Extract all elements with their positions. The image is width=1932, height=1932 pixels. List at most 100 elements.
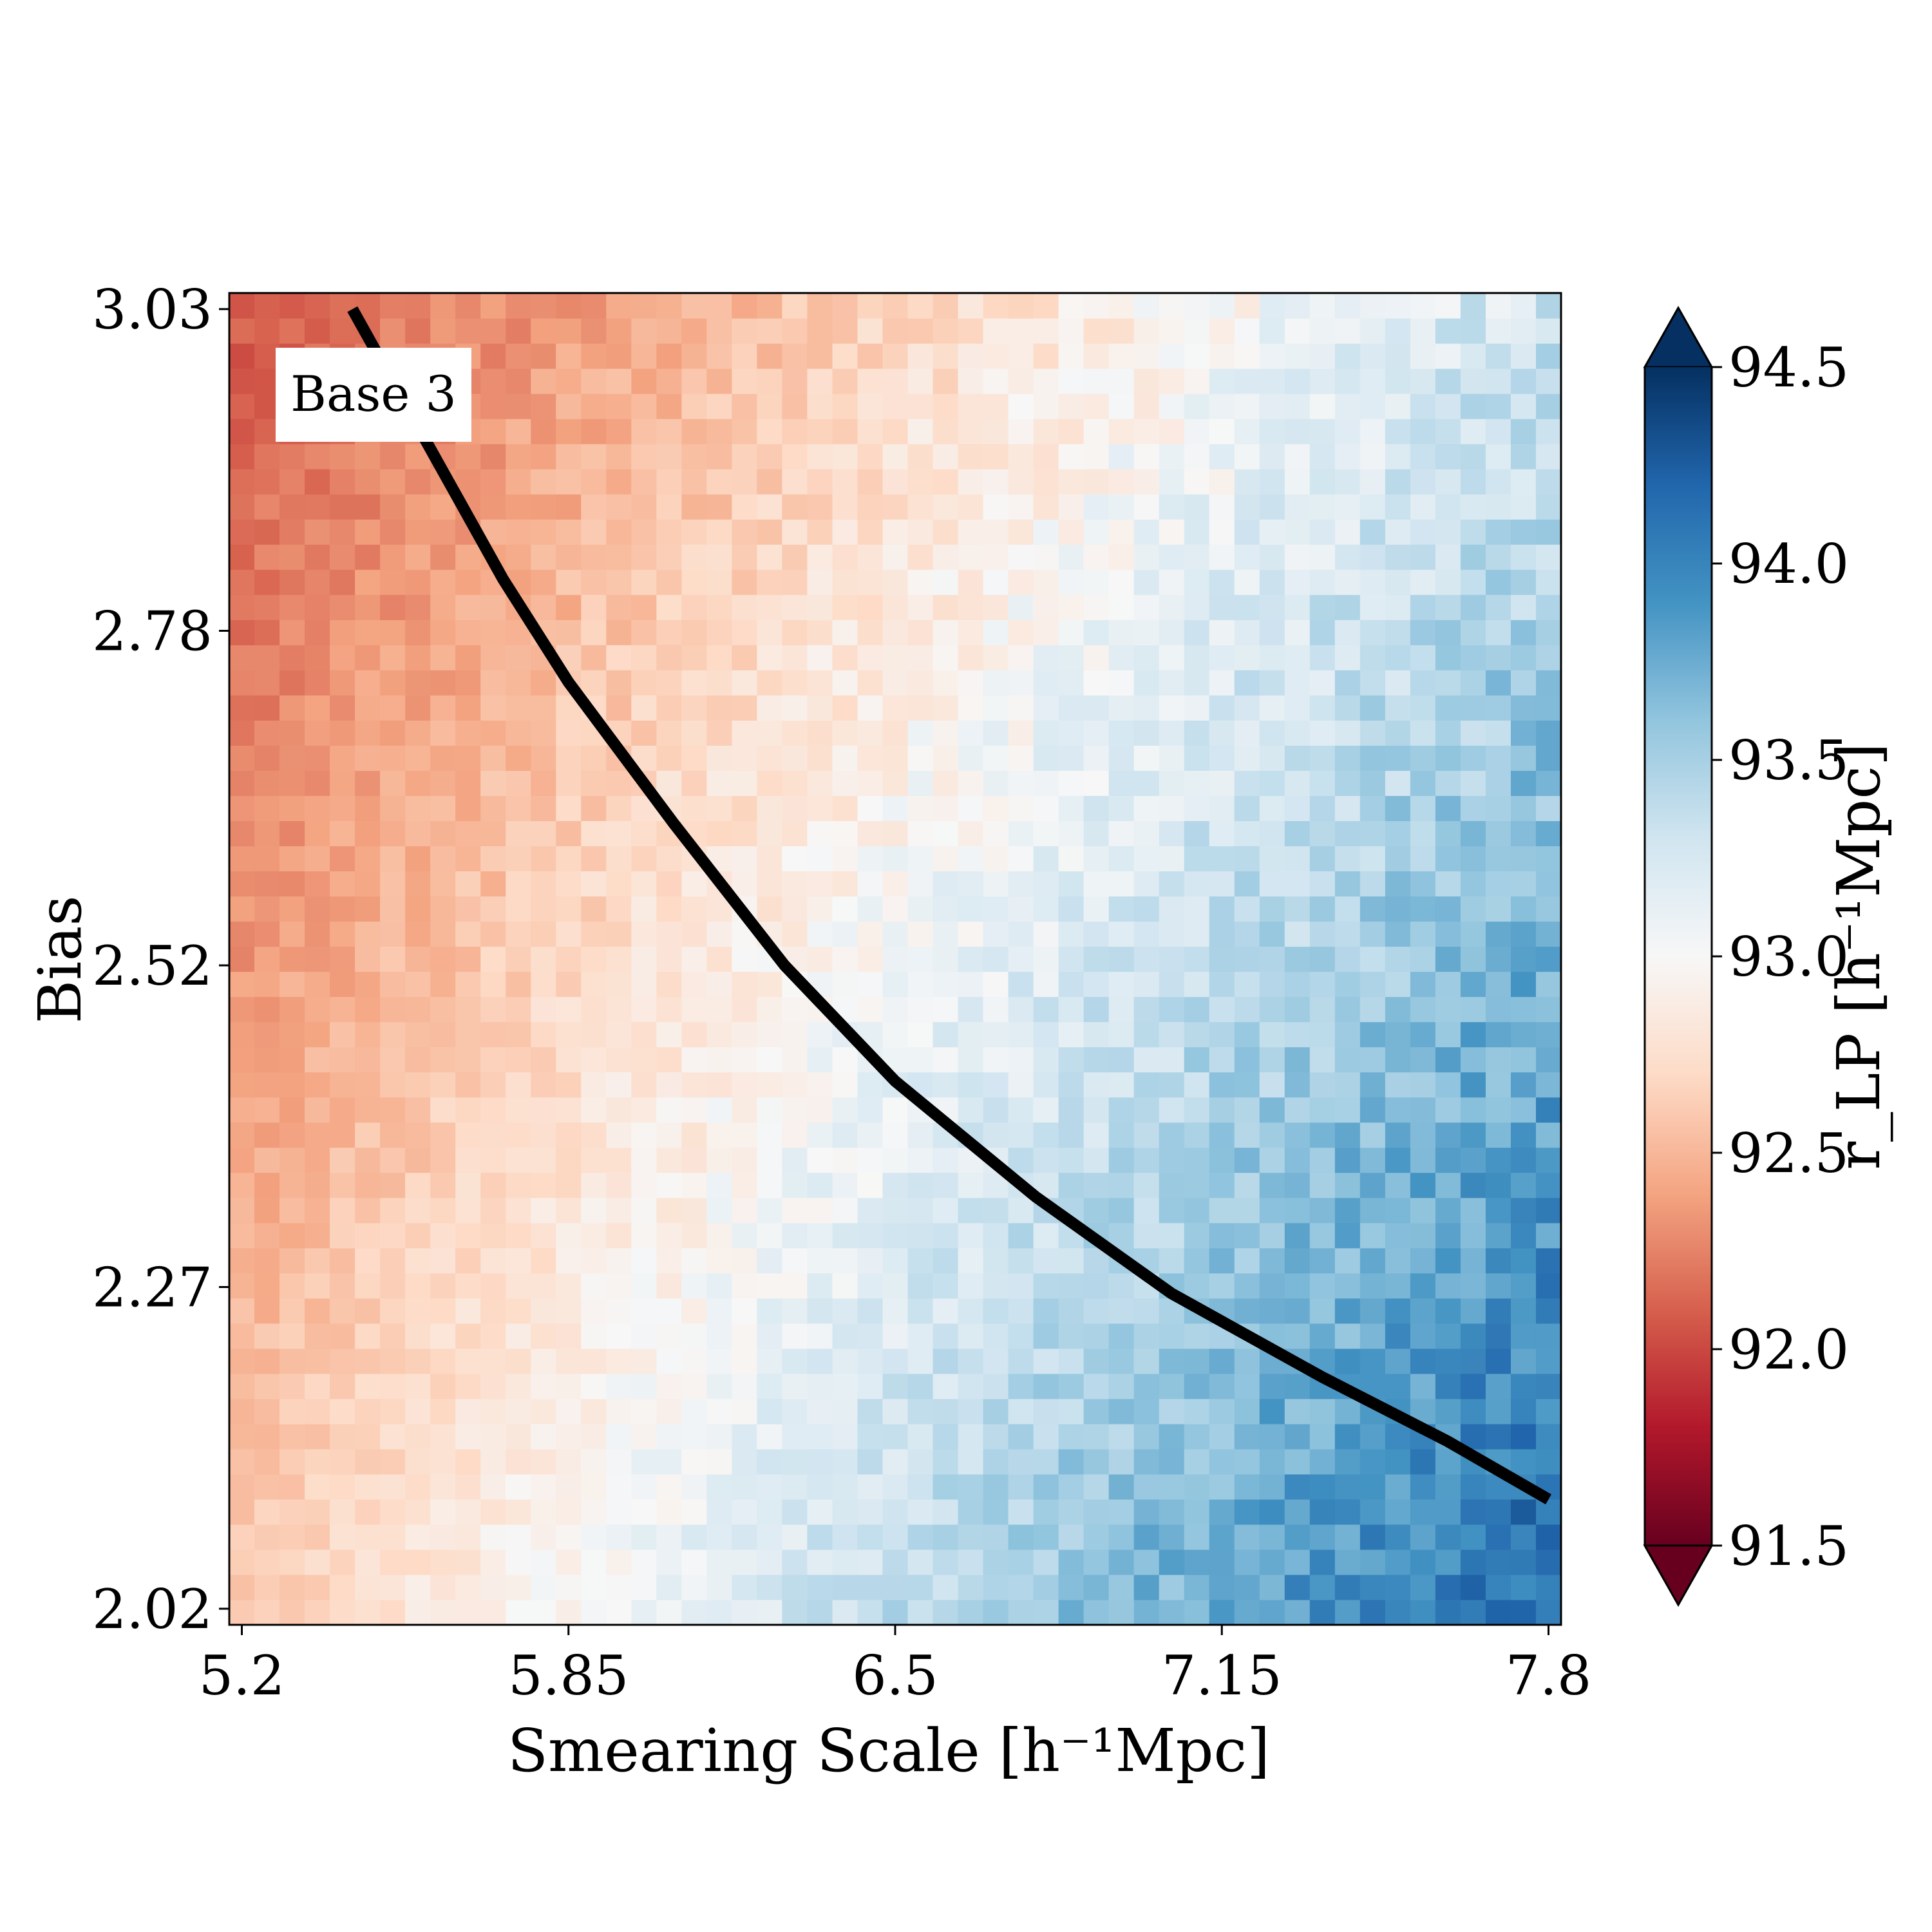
heatmap-cell (1058, 770, 1084, 796)
heatmap-cell (1435, 1524, 1461, 1550)
heatmap-cell (958, 1323, 984, 1349)
heatmap-cell (1359, 318, 1386, 344)
heatmap-cell (1284, 1574, 1311, 1600)
heatmap-cell (1234, 770, 1260, 796)
heatmap-cell (606, 1247, 632, 1274)
heatmap-cell (254, 1172, 280, 1198)
heatmap-cell (1485, 1172, 1511, 1198)
heatmap-cell (1309, 1021, 1336, 1048)
heatmap-cell (430, 846, 456, 872)
heatmap-cell (1359, 921, 1386, 947)
heatmap-cell (1410, 544, 1436, 570)
heatmap-cell (882, 1373, 909, 1399)
heatmap-cell (1535, 1373, 1562, 1399)
heatmap-cell (1058, 996, 1084, 1023)
heatmap-cell (606, 770, 632, 796)
heatmap-cell (958, 1021, 984, 1048)
heatmap-cell (1334, 1499, 1361, 1525)
heatmap-cell (1133, 519, 1160, 545)
heatmap-cell (1083, 1172, 1110, 1198)
heatmap-cell (1033, 293, 1059, 319)
heatmap-cell (254, 569, 280, 595)
heatmap-cell (1008, 1398, 1034, 1425)
heatmap-cell (1334, 1021, 1361, 1048)
heatmap-cell (254, 670, 280, 696)
heatmap-cell (1284, 620, 1311, 645)
heatmap-cell (1133, 1021, 1160, 1048)
heatmap-cell (882, 419, 909, 444)
heatmap-cell (1410, 469, 1436, 495)
heatmap-cell (832, 1323, 858, 1349)
heatmap-cell (405, 494, 431, 520)
heatmap-cell (1334, 720, 1361, 746)
heatmap-cell (1083, 469, 1110, 495)
heatmap-cell (1535, 1222, 1562, 1249)
heatmap-cell (958, 720, 984, 746)
heatmap-cell (1133, 544, 1160, 570)
heatmap-cell (606, 1574, 632, 1600)
heatmap-cell (631, 996, 657, 1023)
heatmap-cell (480, 946, 506, 972)
heatmap-cell (1334, 1197, 1361, 1224)
heatmap-cell (305, 1448, 330, 1475)
heatmap-cell (1359, 1524, 1386, 1550)
heatmap-cell (882, 1574, 909, 1600)
heatmap-cell (983, 695, 1009, 721)
heatmap-cell (1184, 620, 1210, 645)
heatmap-cell (656, 1046, 682, 1073)
heatmap-cell (531, 1323, 556, 1349)
heatmap-cell (581, 293, 607, 319)
heatmap-cell (706, 645, 732, 670)
heatmap-cell (757, 393, 783, 419)
heatmap-cell (706, 946, 732, 972)
heatmap-cell (1284, 1021, 1311, 1048)
heatmap-cell (882, 368, 909, 394)
heatmap-cell (907, 896, 934, 922)
heatmap-cell (1284, 1222, 1311, 1249)
heatmap-cell (857, 1247, 884, 1274)
heatmap-cell (229, 594, 255, 620)
heatmap-cell (1259, 1222, 1285, 1249)
heatmap-cell (933, 1197, 959, 1224)
heatmap-cell (1485, 1147, 1511, 1173)
heatmap-cell (757, 419, 783, 444)
heatmap-cell (1083, 1524, 1110, 1550)
heatmap-cell (1309, 1172, 1336, 1198)
heatmap-cell (1410, 519, 1436, 545)
heatmap-cell (983, 1499, 1009, 1525)
heatmap-cell (305, 1574, 330, 1600)
heatmap-cell (455, 820, 481, 847)
heatmap-cell (305, 318, 330, 344)
heatmap-cell (430, 293, 456, 319)
heatmap-cell (907, 795, 934, 821)
heatmap-cell (933, 1046, 959, 1073)
heatmap-cell (782, 318, 808, 344)
heatmap-cell (305, 871, 330, 897)
heatmap-cell (782, 745, 808, 771)
heatmap-cell (606, 1323, 632, 1349)
heatmap-cell (782, 544, 808, 570)
heatmap-cell (355, 871, 381, 897)
heatmap-cell (506, 770, 531, 796)
heatmap-cell (1309, 1097, 1336, 1123)
heatmap-cell (782, 1197, 808, 1224)
heatmap-cell (1535, 1423, 1562, 1450)
heatmap-cell (907, 1574, 934, 1600)
heatmap-cell (1159, 695, 1185, 721)
heatmap-cell (1535, 419, 1562, 444)
heatmap-cell (355, 1298, 381, 1324)
colorbar-tick-label: 94.5 (1728, 336, 1849, 399)
heatmap-cell (556, 1172, 582, 1198)
heatmap-cell (681, 645, 707, 670)
heatmap-cell (229, 896, 255, 922)
heatmap-cell (1410, 846, 1436, 872)
heatmap-cell (1485, 946, 1511, 972)
heatmap-cell (455, 293, 481, 319)
heatmap-cell (1159, 293, 1185, 319)
heatmap-cell (254, 695, 280, 721)
heatmap-cell (1485, 1524, 1511, 1550)
heatmap-cell (882, 670, 909, 696)
heatmap-cell (1008, 1046, 1034, 1073)
heatmap-cell (656, 1222, 682, 1249)
heatmap-cell (1535, 1323, 1562, 1349)
